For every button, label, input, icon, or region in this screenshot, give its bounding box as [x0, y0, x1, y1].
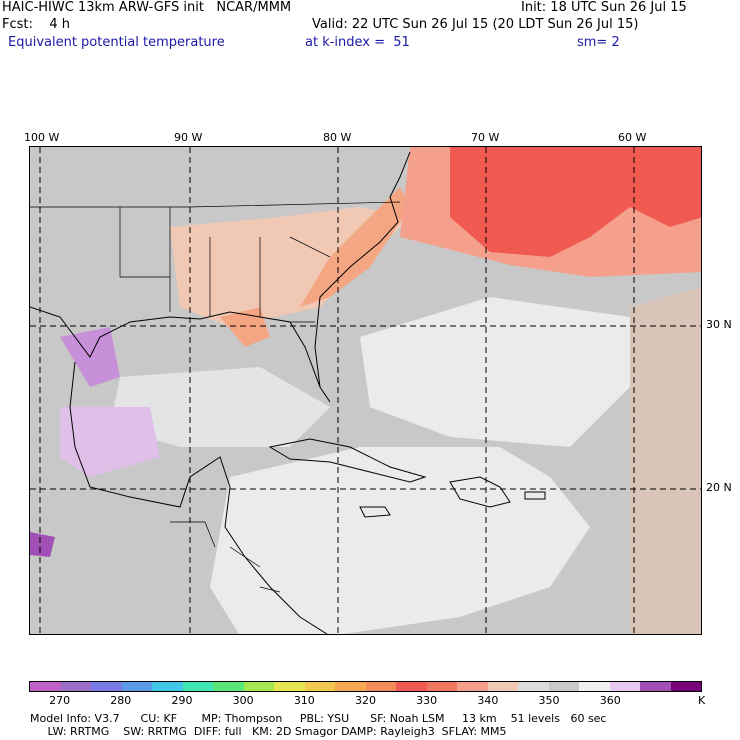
colorbar-swatch: [670, 682, 701, 691]
colorbar-swatch: [579, 682, 610, 691]
gulf-stream-red: [450, 147, 701, 257]
level-label: at k-index = 51: [305, 35, 410, 50]
us-coast: [30, 151, 411, 403]
colorbar: [29, 681, 702, 692]
colorbar-swatch: [91, 682, 122, 691]
lon-label-90w: 90 W: [174, 131, 203, 144]
theta-e-map: [29, 146, 702, 635]
colorbar-tick-label: 320: [355, 694, 376, 707]
carolinas-orange-streak: [300, 187, 410, 307]
colorbar-swatch: [548, 682, 579, 691]
colorbar-swatch: [335, 682, 366, 691]
colorbar-tick-label: 350: [538, 694, 560, 707]
colorbar-tick-label: 290: [171, 694, 193, 707]
jamaica: [359, 506, 391, 518]
lon-label-100w: 100 W: [24, 131, 60, 144]
puerto-rico: [524, 491, 546, 500]
colorbar-swatch: [60, 682, 91, 691]
colorbar-swatch: [457, 682, 488, 691]
lat-label-20n: 20 N: [706, 481, 732, 494]
colorbar-swatch: [487, 682, 518, 691]
yucatan-purple: [60, 407, 160, 477]
colorbar-swatch: [304, 682, 335, 691]
coastlines: [30, 151, 546, 634]
graticule: [30, 147, 701, 634]
central-america-borders: [170, 521, 281, 593]
colorbar-tick-label: 330: [416, 694, 438, 707]
colorbar-swatch: [640, 682, 671, 691]
lat-label-30n: 30 N: [706, 318, 732, 331]
colorbar-swatch: [30, 682, 61, 691]
colorbar-swatch: [609, 682, 640, 691]
colorbar-swatch: [182, 682, 213, 691]
pacific-purple: [30, 532, 55, 557]
hispaniola: [449, 476, 511, 508]
colorbar-swatch: [121, 682, 152, 691]
colorbar-swatch: [274, 682, 305, 691]
lon-label-70w: 70 W: [471, 131, 500, 144]
colorbar-unit: K: [698, 694, 706, 707]
colorbar-tick-label: 300: [232, 694, 254, 707]
colorbar-tick-label: 310: [293, 694, 315, 707]
colorbar-tick-label: 280: [110, 694, 132, 707]
model-info-line2: LW: RRTMG SW: RRTMG DIFF: full KM: 2D Sm…: [30, 725, 507, 738]
state-borders: [30, 201, 401, 323]
colorbar-swatch: [426, 682, 457, 691]
east-atlantic-tan: [630, 277, 701, 634]
header-title: HAIC-HIWC 13km ARW-GFS init NCAR/MMM: [2, 0, 292, 15]
field-name: Equivalent potential temperature: [8, 35, 225, 50]
colorbar-swatch: [365, 682, 396, 691]
colorbar-tick-label: 340: [477, 694, 499, 707]
model-info-line1: Model Info: V3.7 CU: KF MP: Thompson PBL…: [30, 712, 607, 725]
gulf-light-region: [110, 367, 330, 447]
smoothing-label: sm= 2: [577, 35, 620, 50]
header-valid-time: Valid: 22 UTC Sun 26 Jul 15 (20 LDT Sun …: [312, 17, 639, 32]
mexico-coast: [69, 361, 328, 634]
header-forecast-hour: Fcst: 4 h: [2, 17, 71, 32]
cuba: [268, 438, 427, 483]
lon-label-60w: 60 W: [618, 131, 647, 144]
central-atlantic-light-region: [360, 297, 640, 447]
lon-label-80w: 80 W: [323, 131, 352, 144]
colorbar-tick-label: 360: [599, 694, 621, 707]
colorbar-swatch: [213, 682, 244, 691]
colorbar-swatch: [518, 682, 549, 691]
colorbar-swatch: [396, 682, 427, 691]
colorbar-swatch: [152, 682, 183, 691]
colorbar-tick-label: 270: [49, 694, 71, 707]
colorbar-swatch: [243, 682, 274, 691]
caribbean-light-region: [210, 447, 590, 634]
header-init-time: Init: 18 UTC Sun 26 Jul 15: [521, 0, 687, 15]
map-canvas: [30, 147, 701, 634]
